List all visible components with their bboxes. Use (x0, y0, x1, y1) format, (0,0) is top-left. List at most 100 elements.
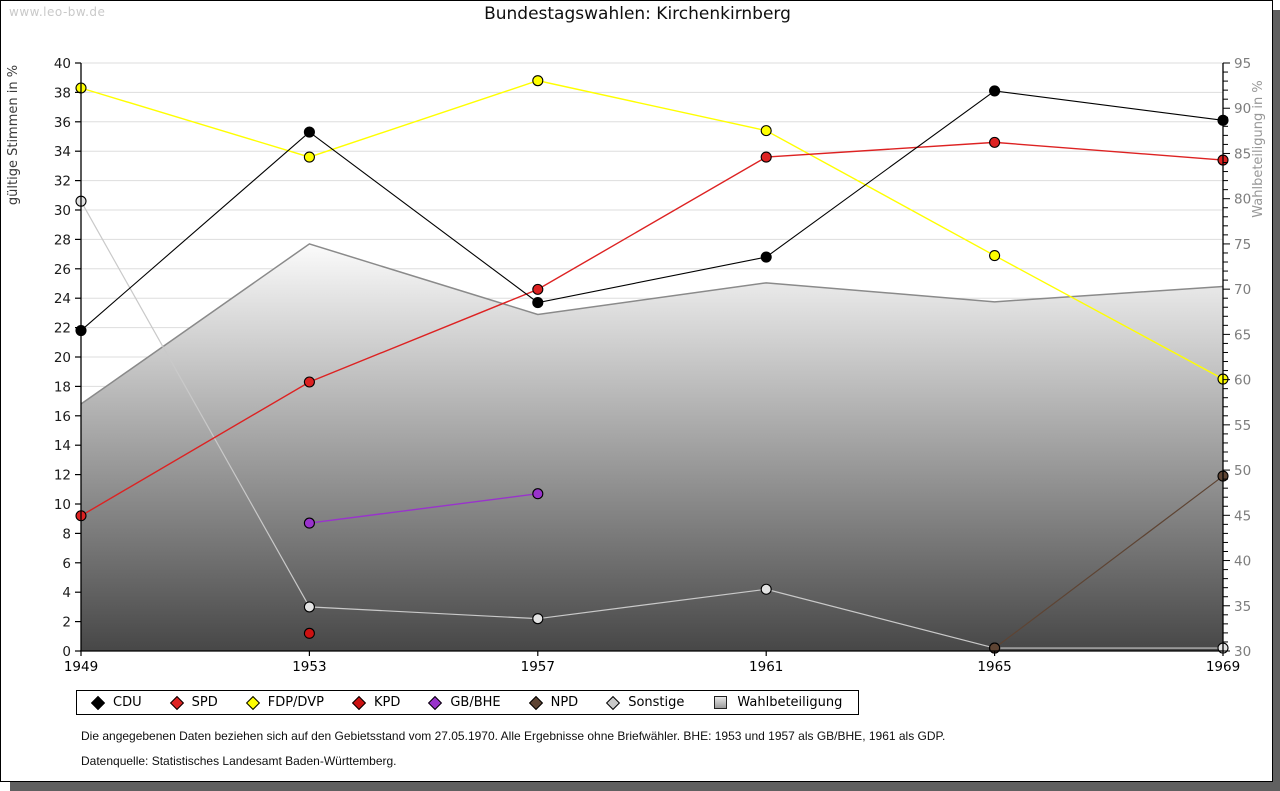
left-tick-label: 36 (54, 115, 71, 131)
right-tick-label: 55 (1234, 418, 1251, 434)
x-tick-label: 1957 (521, 659, 555, 675)
left-tick-label: 26 (54, 262, 71, 278)
right-tick-label: 65 (1234, 327, 1251, 343)
data-point-fdp-dvp (989, 250, 1001, 262)
legend-item: CDU (90, 695, 142, 710)
data-point-kpd (303, 627, 315, 639)
right-tick-label: 90 (1234, 101, 1251, 117)
left-tick-label: 4 (62, 585, 71, 601)
legend-item: FDP/DVP (245, 695, 324, 710)
legend-label: Sonstige (628, 695, 685, 710)
left-tick-label: 20 (54, 350, 71, 366)
legend-item: Sonstige (606, 695, 685, 710)
right-tick-label: 40 (1234, 554, 1251, 570)
data-point-gb-bhe (532, 488, 544, 500)
data-point-gb-bhe (303, 517, 315, 529)
data-point-fdp-dvp (303, 151, 315, 163)
left-axis-title: gültige Stimmen in % (6, 65, 21, 205)
left-tick-label: 10 (54, 497, 71, 513)
right-tick-label: 85 (1234, 146, 1251, 162)
footnote-gebietsstand: Die angegebenen Daten beziehen sich auf … (81, 729, 946, 743)
data-point-fdp-dvp (760, 125, 772, 137)
data-point-fdp-dvp (532, 75, 544, 87)
data-point-spd (303, 376, 315, 388)
left-tick-label: 34 (54, 144, 71, 160)
left-tick-label: 12 (54, 468, 71, 484)
legend-marker-cdu-icon (90, 695, 106, 710)
data-point-cdu (303, 126, 315, 138)
left-tick-label: 8 (62, 526, 71, 542)
watermark: www.leo-bw.de (9, 5, 106, 19)
data-point-sonstige (760, 583, 772, 595)
left-tick-label: 24 (54, 291, 71, 307)
right-tick-label: 50 (1234, 463, 1251, 479)
legend-item: SPD (169, 695, 218, 710)
page-title: Bundestagswahlen: Kirchenkirnberg (484, 4, 791, 24)
right-tick-label: 60 (1234, 373, 1251, 389)
left-tick-label: 32 (54, 174, 71, 190)
right-tick-label: 35 (1234, 599, 1251, 615)
series-line-gb-bhe (309, 493, 538, 524)
legend-marker-gb-bhe-icon (428, 695, 443, 710)
x-tick-label: 1961 (749, 659, 783, 675)
right-tick-label: 95 (1234, 56, 1251, 72)
x-tick-label: 1965 (977, 659, 1011, 675)
series-line-spd (80, 141, 1224, 517)
data-point-spd (532, 283, 544, 295)
left-tick-label: 16 (54, 409, 71, 425)
footnote-datenquelle: Datenquelle: Statistisches Landesamt Bad… (81, 754, 397, 768)
series-line-npd (994, 475, 1224, 649)
left-tick-label: 2 (62, 615, 71, 631)
series-line-sonstige (80, 200, 1223, 649)
data-point-cdu (760, 251, 772, 263)
left-tick-label: 18 (54, 379, 71, 395)
legend-marker-npd-icon (528, 695, 543, 710)
legend-marker-wahlbeteiligung-icon (714, 696, 728, 709)
legend-marker-fdp-dvp-icon (245, 695, 260, 710)
legend-label: GB/BHE (450, 695, 501, 710)
legend-marker-kpd-icon (351, 695, 367, 710)
x-tick-label: 1969 (1206, 659, 1240, 675)
right-tick-label: 70 (1234, 282, 1251, 298)
left-tick-label: 14 (54, 438, 71, 454)
data-point-cdu (989, 85, 1001, 97)
legend-marker-sonstige-icon (606, 695, 621, 710)
left-tick-label: 38 (54, 85, 71, 101)
left-tick-label: 6 (62, 556, 71, 572)
right-tick-label: 30 (1234, 644, 1251, 660)
data-point-spd (760, 151, 772, 163)
left-tick-label: 0 (62, 644, 71, 660)
series-line-fdp-dvp (80, 79, 1224, 380)
series-line-cdu (80, 90, 1224, 331)
data-point-sonstige (303, 601, 315, 613)
area-wahlbeteiligung-outline (80, 243, 1224, 405)
area-wahlbeteiligung (81, 243, 1223, 651)
right-axis-title: Wahlbeteiligung in % (1251, 80, 1266, 217)
left-tick-label: 40 (54, 56, 71, 72)
left-tick-label: 30 (54, 203, 71, 219)
legend-item: NPD (528, 695, 579, 710)
legend-item: KPD (351, 695, 401, 710)
legend-label: Wahlbeteiligung (737, 695, 843, 710)
legend-label: CDU (113, 695, 142, 710)
left-tick-label: 22 (54, 321, 71, 337)
legend-label: NPD (550, 695, 579, 710)
data-point-sonstige (532, 613, 544, 625)
right-tick-label: 80 (1234, 192, 1251, 208)
x-tick-label: 1953 (292, 659, 326, 675)
left-tick-label: 28 (54, 232, 71, 248)
data-point-cdu (532, 297, 544, 309)
x-tick-label: 1949 (64, 659, 98, 675)
data-point-spd (989, 136, 1001, 148)
chart-legend: CDU SPD FDP/DVP KPD GB/BHE NPD Sonstige Wahlbet… (76, 690, 860, 715)
legend-label: SPD (191, 695, 218, 710)
right-tick-label: 75 (1234, 237, 1251, 253)
legend-label: KPD (373, 695, 401, 710)
legend-item: Wahlbeteiligung (714, 695, 842, 710)
right-tick-label: 45 (1234, 508, 1251, 524)
legend-item: GB/BHE (428, 695, 501, 710)
legend-label: FDP/DVP (267, 695, 324, 710)
